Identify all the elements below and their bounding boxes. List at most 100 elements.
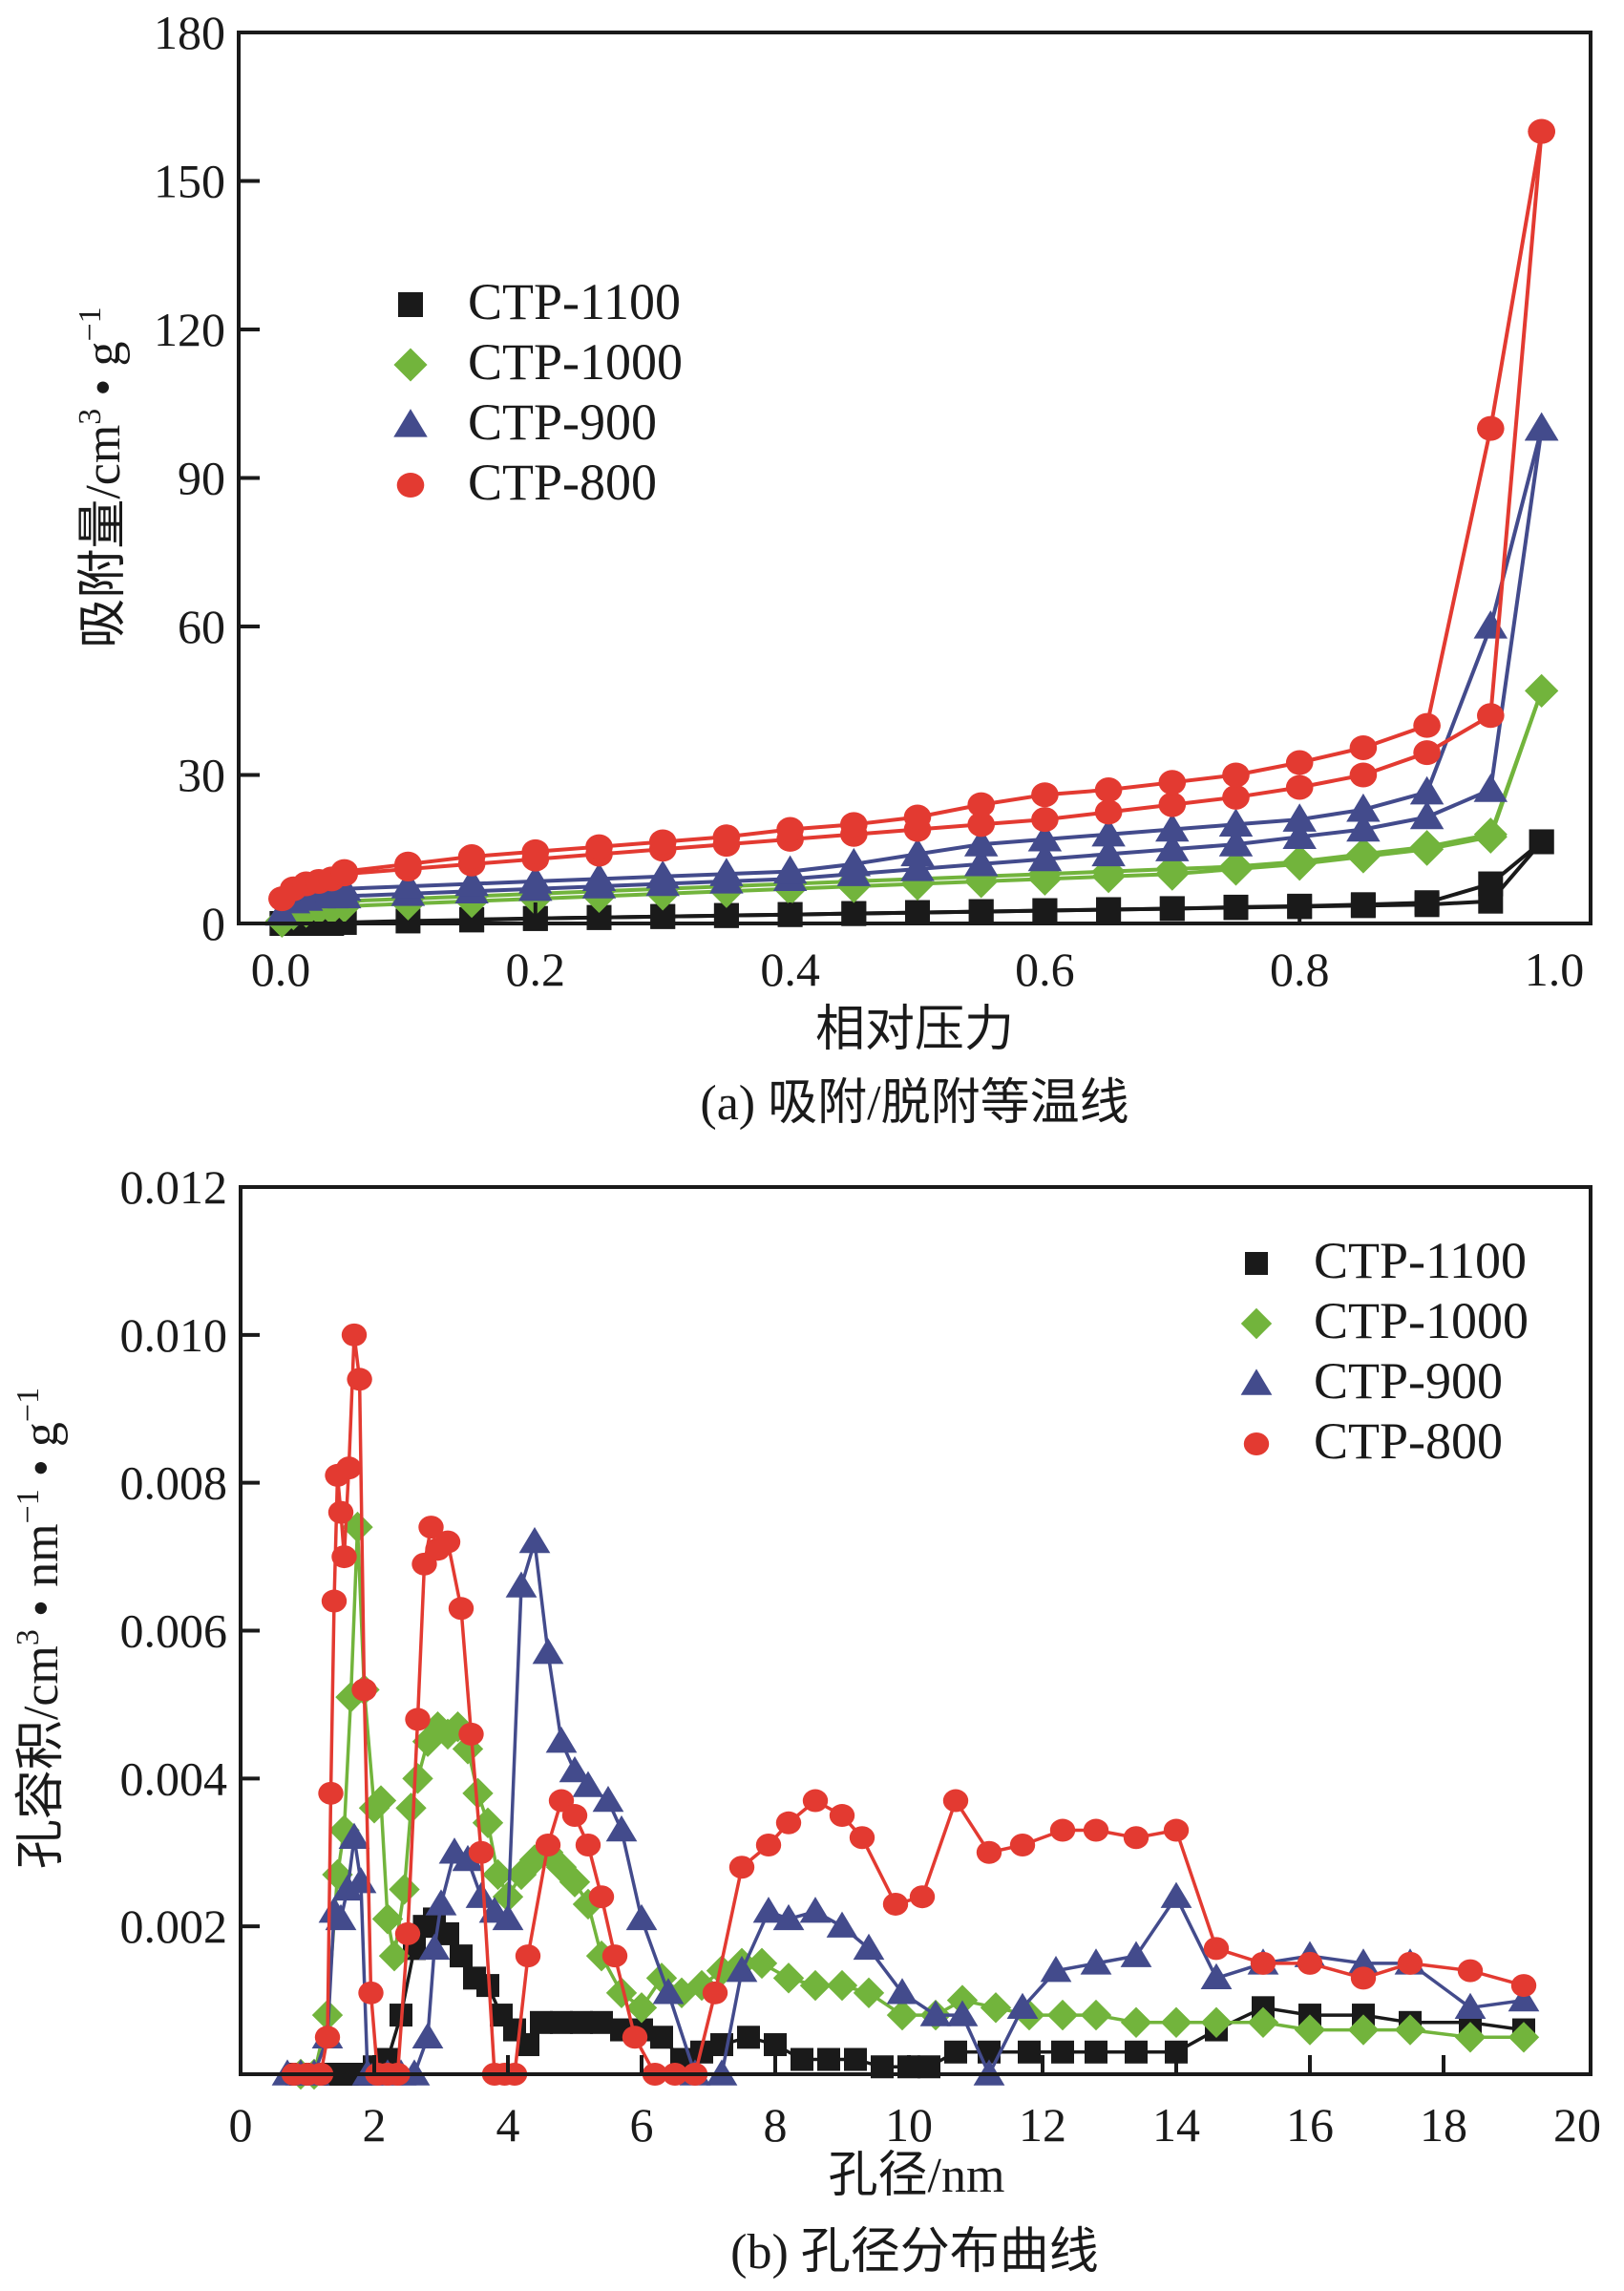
data-point [418,1933,451,1961]
y-tick-label: 150 [154,155,225,208]
data-point [1350,1966,1377,1990]
data-point [764,2033,787,2057]
data-point [1009,1834,1036,1857]
data-point [575,1834,601,1857]
series-ctp-800 [281,1323,1537,2086]
data-point [572,1771,604,1797]
data-point [1397,1951,1424,1975]
data-point [1085,2040,1107,2064]
data-point [1282,803,1317,832]
data-point [1218,808,1254,838]
data-point [405,1708,431,1731]
data-point [347,1368,372,1391]
panel-a-ticks: 0.0 0.2 0.4 0.6 0.8 1.0 0 30 60 90 120 150 180 [154,6,1584,996]
data-point [532,1638,564,1665]
legend-marker [1245,1252,1268,1275]
data-point [389,1874,420,1905]
data-point [840,812,868,838]
data-point [776,817,804,842]
data-point [1046,1999,1079,2031]
data-point [1510,1974,1537,1998]
x-tick-label: 0.8 [1270,943,1330,996]
legend-label: CTP-900 [1314,1352,1503,1410]
data-point [746,1947,778,1980]
data-point [622,2026,648,2049]
data-point [963,828,999,857]
data-point [886,1978,918,2005]
y-tick-label: 0.002 [120,1899,228,1953]
data-point [1218,828,1254,857]
legend-item-ctp-900: CTP-900 [1240,1352,1503,1410]
data-point [1031,807,1059,833]
legend-label: CTP-1100 [468,273,681,330]
data-point [1222,762,1250,788]
data-point [853,1933,885,1961]
data-point [1203,1937,1230,1961]
y-tick-label: 0.008 [120,1456,228,1510]
data-point [1346,837,1381,871]
data-point [650,2026,673,2049]
data-point [1478,871,1504,897]
data-point [452,1844,484,1872]
data-point [1083,1818,1109,1842]
data-point [1247,2006,1279,2039]
data-point [1473,774,1508,802]
data-point [1346,793,1381,822]
data-point [402,1763,433,1794]
data-point [358,1981,384,2005]
data-point [1297,1951,1323,1975]
data-point [336,1456,362,1480]
data-point [853,1977,885,2009]
data-point [535,1834,561,1857]
data-point [394,1921,421,1945]
data-point [338,1822,370,1849]
data-point [1163,1818,1190,1842]
data-point [900,838,935,867]
data-point [1155,833,1190,861]
panel-b-caption: (b) 孔径分布曲线 [730,2225,1099,2280]
data-point [559,1755,591,1783]
data-point [826,1969,858,2002]
data-point [448,1597,475,1621]
data-point [652,1978,685,2005]
data-point [772,855,808,884]
x-tick-label: 12 [1019,2098,1066,2152]
panel-a-isotherm: 0.0 0.2 0.4 0.6 0.8 1.0 0 30 60 90 120 150 180 CTP-1… [73,6,1592,1131]
data-point [1155,813,1190,842]
data-point [645,859,680,889]
data-point [335,1681,367,1713]
panel-a-caption: (a) 吸附/脱附等温线 [700,1076,1128,1131]
data-point [1160,1881,1192,1908]
data-point [327,1500,354,1524]
legend-item-ctp-1100: CTP-1100 [398,273,681,330]
data-point [775,1811,802,1835]
data-point [1006,1992,1039,2020]
data-point [1091,838,1126,867]
data-point [1454,1992,1487,2020]
legend-label: CTP-1000 [468,333,683,391]
data-point [976,1840,1002,1864]
data-point [712,824,741,850]
data-point [545,1852,578,1883]
legend-marker [1240,1307,1273,1340]
legend-label: CTP-1100 [1314,1232,1527,1289]
data-point [314,2026,341,2049]
data-point [1410,830,1445,864]
data-point [799,1969,832,2002]
data-point [1080,1999,1112,2031]
data-point [1027,842,1063,872]
data-point [967,792,995,817]
data-point [550,2010,573,2034]
legend-marker [396,473,425,498]
panel-b-ylabel: 孔容积/cm3 • nm−1 • g−1 [11,1388,69,1869]
data-point [1096,897,1122,923]
data-point [436,1921,459,1945]
data-point [709,858,744,886]
y-tick-label: 0.010 [120,1308,228,1362]
data-point [585,834,613,859]
data-point [1508,2022,1540,2053]
data-point [905,900,930,925]
data-point [886,1999,918,2031]
data-point [518,865,553,894]
x-tick-label: 8 [764,2098,788,2152]
